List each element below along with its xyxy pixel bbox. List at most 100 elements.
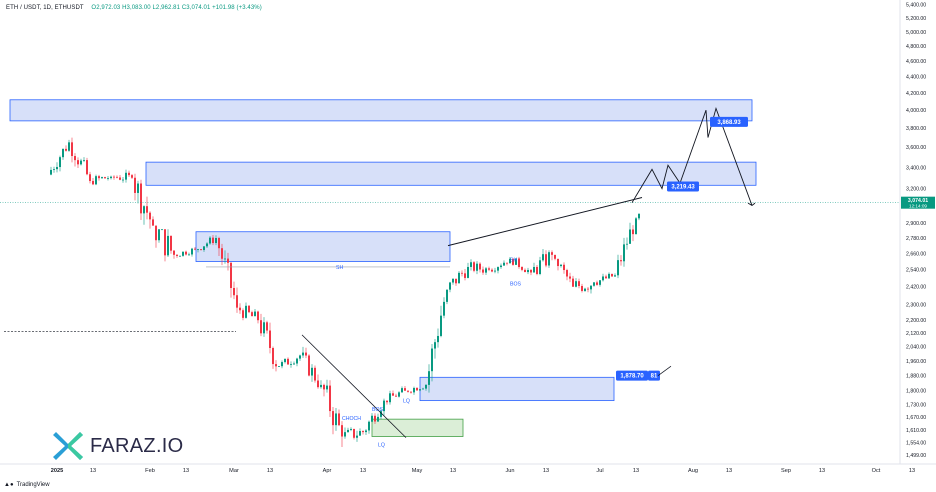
candle-body [467, 266, 469, 278]
candle-body [356, 435, 358, 438]
candle-body [134, 177, 136, 193]
time-axis[interactable]: 2025 13 Feb 13 Mar 13 Apr 13 May 13 Jun 13 Jul 13 Aug 1… [0, 463, 936, 474]
price-tick-label: 2,300.00 [906, 303, 926, 309]
candle-body [383, 400, 385, 412]
candle-body [443, 301, 445, 316]
time-tick-label: Mar [229, 468, 239, 474]
candle-body [212, 237, 214, 244]
time-tick-label: Aug [688, 468, 698, 474]
candle-body [431, 348, 433, 372]
candle-body [548, 252, 550, 266]
downtrend-line [301, 334, 407, 438]
candle-body [125, 172, 127, 180]
candle-body [458, 272, 460, 284]
candle-body [566, 270, 568, 277]
candle-body [146, 206, 148, 213]
candle-body [476, 263, 478, 271]
candle-body [230, 262, 232, 289]
candle-body [413, 387, 415, 393]
candle-body [608, 273, 610, 279]
price-label-text: 81 [651, 374, 658, 380]
candle-body [632, 229, 634, 235]
candle-body [560, 264, 562, 267]
candle-body [428, 371, 430, 385]
structure-label: BOS [372, 407, 383, 413]
time-tick-label: Apr [323, 468, 332, 474]
candle-body [122, 179, 124, 181]
price-tick-label: 1,730.00 [906, 403, 926, 409]
candle-body [293, 363, 295, 365]
candle-body [506, 262, 508, 264]
zone-box [145, 161, 757, 186]
price-label-box [667, 181, 699, 192]
candle-body [200, 249, 202, 251]
candle-body [140, 183, 142, 214]
candle-body [329, 385, 331, 412]
candle-body [545, 254, 547, 266]
candle-body [605, 276, 607, 279]
zones-layer [9, 99, 757, 437]
time-tick-label: 2025 [51, 468, 63, 474]
price-tick-label: 1,554.00 [906, 440, 926, 446]
candle-body [323, 384, 325, 390]
candle-body [65, 148, 67, 151]
candle-body [542, 254, 544, 261]
candle-body [272, 348, 274, 365]
candle-body [629, 229, 631, 244]
candle-body [527, 269, 529, 273]
candle-body [392, 393, 394, 396]
candle-body [437, 335, 439, 343]
candle-body [434, 342, 436, 349]
candle-body [563, 264, 565, 271]
candle-body [233, 288, 235, 296]
faraz-logo: FARAZ.IO [50, 428, 184, 464]
candle-body [485, 268, 487, 273]
candle-body [599, 280, 601, 285]
candle-body [521, 266, 523, 270]
candle-body [116, 176, 118, 178]
candle-body [362, 431, 364, 433]
candle-body [350, 428, 352, 430]
price-tick-label: 1,880.00 [906, 373, 926, 379]
zone-box [371, 418, 464, 437]
candle-body [185, 251, 187, 255]
candle-body [461, 272, 463, 274]
candle-body [167, 235, 169, 256]
candle-body [497, 267, 499, 271]
price-label-text: 1,878.70 [620, 374, 644, 380]
candle-body [227, 258, 229, 263]
candle-body [572, 278, 574, 287]
candle-body [161, 229, 163, 231]
symbol-label[interactable]: ETH / USDT, 1D, ETHUSDT [6, 5, 84, 11]
candle-body [359, 431, 361, 436]
price-tick-label: 2,420.00 [906, 285, 926, 291]
candle-body [197, 249, 199, 250]
candle-body [98, 176, 100, 179]
price-tick-label: 3,600.00 [906, 145, 926, 151]
candle-body [101, 177, 103, 179]
candle-body [56, 167, 58, 170]
last-price-text: 3,074.01 [908, 198, 928, 204]
candle-body [626, 243, 628, 245]
candle-body [335, 413, 337, 426]
candle-body [590, 285, 592, 290]
price-label-box [648, 370, 660, 381]
tradingview-badge[interactable]: ▲● TradingView [4, 482, 50, 488]
candle-body [305, 352, 307, 356]
price-tick-label: 2,660.00 [906, 252, 926, 258]
price-label-box [616, 370, 648, 381]
candle-body [275, 364, 277, 367]
structure-label: SH [510, 258, 517, 264]
price-tick-label: 5,200.00 [906, 16, 926, 22]
candle-body [557, 258, 559, 267]
candle-body [173, 250, 175, 255]
candle-body [575, 281, 577, 287]
price-tick-label: 2,040.00 [906, 345, 926, 351]
candle-body [104, 177, 106, 179]
time-tick-label: 13 [543, 468, 549, 474]
candle-body [59, 157, 61, 168]
candle-body [107, 178, 109, 179]
label-connector [657, 365, 672, 376]
price-axis[interactable]: 1,499.00 1,554.00 1,610.00 1,670.00 1,730.00… [899, 0, 935, 464]
